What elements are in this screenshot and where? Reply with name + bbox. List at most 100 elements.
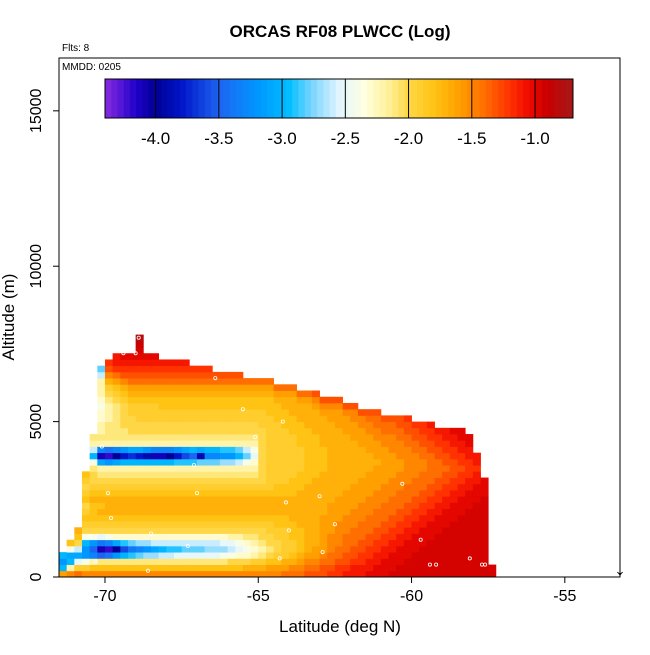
- heatmap-cell: [380, 508, 389, 516]
- heatmap-cell: [120, 415, 129, 423]
- heatmap-cell: [426, 570, 435, 578]
- heatmap-cell: [426, 552, 435, 559]
- heatmap-cell: [158, 483, 167, 491]
- heatmap-cell: [273, 384, 282, 391]
- heatmap-cell: [296, 552, 305, 559]
- heatmap-cell: [396, 508, 405, 516]
- heatmap-cell: [449, 434, 458, 441]
- heatmap-cell: [373, 496, 382, 503]
- heatmap-cell: [350, 421, 359, 429]
- heatmap-cell: [296, 564, 305, 572]
- heatmap-cell: [196, 508, 206, 516]
- heatmap-cell: [258, 378, 267, 385]
- heatmap-cell: [304, 564, 313, 572]
- heatmap-cell: [434, 477, 443, 485]
- heatmap-cell: [411, 539, 420, 547]
- heatmap-cell: [104, 365, 114, 373]
- heatmap-cell: [396, 533, 405, 541]
- heatmap-cell: [112, 465, 121, 472]
- heatmap-cell: [143, 415, 152, 423]
- heatmap-cell: [166, 564, 175, 572]
- heatmap-cell: [97, 552, 106, 559]
- heatmap-cell: [120, 359, 129, 367]
- heatmap-cell: [189, 409, 198, 416]
- heatmap-cell: [258, 552, 267, 559]
- heatmap-cell: [265, 545, 274, 553]
- heatmap-cell: [212, 421, 221, 429]
- colorbar-segment: [111, 79, 118, 118]
- heatmap-cell: [426, 477, 435, 485]
- heatmap-cell: [350, 452, 359, 460]
- heatmap-cell: [465, 533, 474, 541]
- heatmap-cell: [434, 489, 443, 497]
- heatmap-cell: [158, 446, 167, 454]
- heatmap-cell: [204, 471, 213, 478]
- heatmap-cell: [219, 570, 228, 578]
- heatmap-cell: [89, 527, 98, 534]
- heatmap-cell: [227, 465, 236, 472]
- heatmap-cell: [242, 434, 251, 441]
- heatmap-cell: [296, 527, 305, 534]
- heatmap-cell: [135, 396, 144, 404]
- heatmap-cell: [288, 514, 297, 522]
- heatmap-cell: [235, 527, 244, 534]
- heatmap-cell: [135, 334, 144, 342]
- heatmap-cell: [104, 508, 114, 516]
- heatmap-cell: [158, 415, 167, 423]
- colorbar-segment: [136, 79, 143, 118]
- sample-point: [145, 568, 150, 573]
- heatmap-cell: [135, 514, 144, 522]
- heatmap-cell: [319, 552, 328, 559]
- heatmap-cell: [196, 514, 206, 522]
- heatmap-cell: [327, 440, 336, 447]
- heatmap-cell: [196, 489, 206, 497]
- heatmap-cell: [166, 477, 175, 485]
- heatmap-cell: [403, 471, 412, 478]
- heatmap-cell: [196, 415, 206, 423]
- heatmap-cell: [143, 440, 152, 447]
- heatmap-cell: [196, 378, 206, 385]
- heatmap-cell: [173, 508, 183, 516]
- heatmap-cell: [242, 489, 251, 497]
- heatmap-cell: [472, 465, 481, 472]
- heatmap-cell: [97, 440, 106, 447]
- heatmap-cell: [227, 539, 236, 547]
- heatmap-cell: [158, 471, 167, 478]
- heatmap-cell: [166, 409, 175, 416]
- heatmap-cell: [235, 378, 244, 385]
- heatmap-cell: [135, 421, 144, 429]
- colorbar-segment: [179, 79, 187, 118]
- heatmap-cell: [403, 477, 412, 485]
- heatmap-cell: [403, 552, 412, 559]
- heatmap-cell: [212, 570, 221, 578]
- heatmap-cell: [273, 558, 282, 565]
- heatmap-cell: [411, 440, 420, 447]
- heatmap-cell: [181, 409, 190, 416]
- heatmap-cell: [373, 552, 382, 559]
- heatmap-cell: [166, 434, 175, 441]
- heatmap-cell: [396, 539, 405, 547]
- heatmap-cell: [449, 521, 458, 528]
- heatmap-cell: [104, 421, 114, 429]
- heatmap-cell: [449, 558, 458, 565]
- heatmap-cell: [380, 465, 389, 472]
- heatmap-cell: [166, 384, 175, 391]
- heatmap-cell: [189, 415, 198, 423]
- heatmap-cell: [304, 483, 313, 491]
- heatmap-cell: [219, 458, 228, 466]
- heatmap-cell: [158, 465, 167, 472]
- heatmap-cell: [296, 502, 305, 510]
- heatmap-cell: [189, 539, 198, 547]
- colorbar-segment: [217, 79, 225, 118]
- heatmap-cell: [288, 502, 297, 510]
- heatmap-cell: [235, 545, 244, 553]
- heatmap-cell: [143, 570, 152, 578]
- heatmap-cell: [89, 564, 98, 572]
- heatmap-cell: [273, 440, 282, 447]
- heatmap-cell: [112, 552, 121, 559]
- heatmap-cell: [104, 514, 114, 522]
- heatmap-cell: [219, 483, 228, 491]
- heatmap-cell: [189, 371, 198, 379]
- heatmap-cell: [104, 558, 114, 565]
